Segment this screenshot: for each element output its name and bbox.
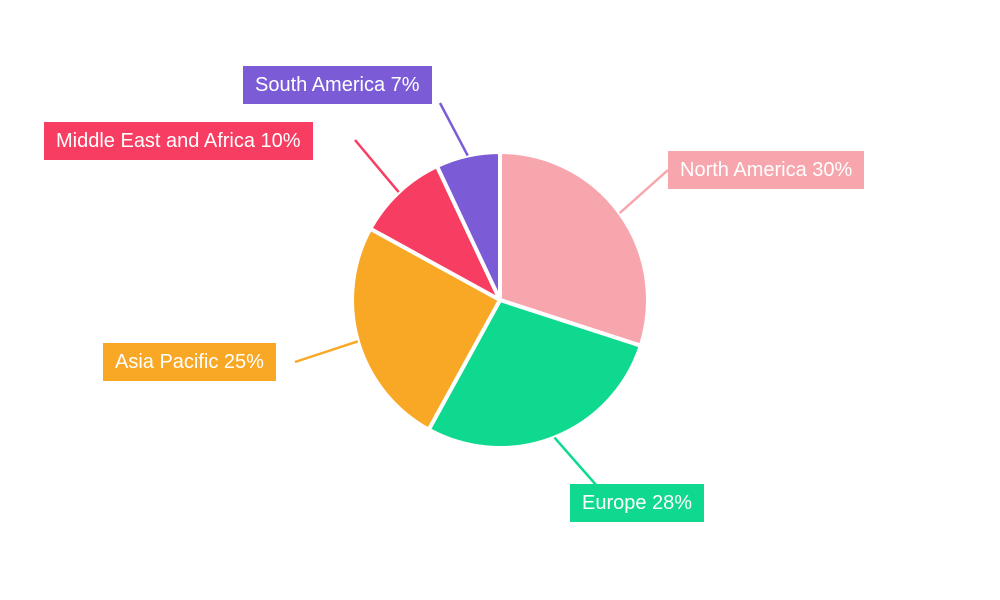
pie-slice-south-america[interactable] (434, 150, 502, 302)
pie-label-middle-east-and-africa: Middle East and Africa 10% (44, 122, 313, 160)
leader-line-north-america (618, 169, 669, 214)
pie-label-asia-pacific: Asia Pacific 25% (103, 343, 276, 381)
pie-label-europe: Europe 28% (570, 484, 705, 522)
leader-line-middle-east-and-africa (354, 139, 400, 193)
leader-line-asia-pacific (294, 340, 359, 364)
pie-label-south-america: South America 7% (243, 66, 432, 104)
leader-line-europe (553, 436, 598, 487)
pie-slice-asia-pacific[interactable] (350, 226, 502, 432)
leader-line-south-america (438, 102, 469, 157)
pie-slice-middle-east-and-africa[interactable] (368, 164, 502, 302)
pie-label-north-america: North America 30% (668, 151, 865, 189)
